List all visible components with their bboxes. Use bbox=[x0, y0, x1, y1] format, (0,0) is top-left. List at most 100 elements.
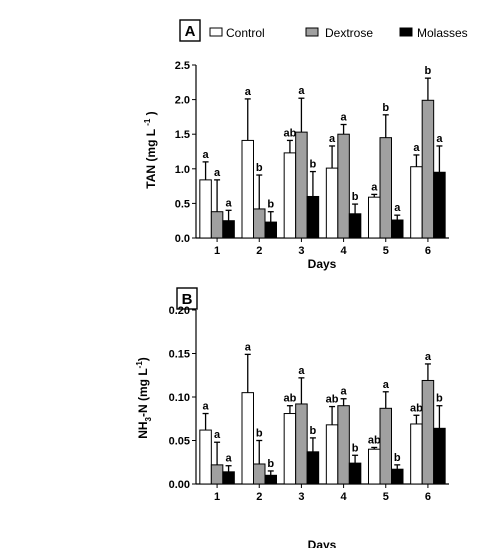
panel-a-y-axis-title: TAN (mg L -1 ) bbox=[139, 111, 158, 188]
panel-a-x-tick-label: 1 bbox=[214, 245, 220, 257]
panel-a-significance-letter: a bbox=[436, 133, 443, 145]
panel-b-bar-molasses bbox=[306, 451, 320, 485]
panel-b-letter: B bbox=[182, 291, 193, 308]
panel-b-significance-letter: b bbox=[310, 425, 317, 437]
panel-b-bar-molasses bbox=[264, 474, 277, 485]
panel-b-significance-letter: a bbox=[203, 401, 210, 413]
panel-a-significance-letter: a bbox=[394, 202, 401, 214]
panel-b-bar-molasses bbox=[391, 468, 404, 485]
panel-a-significance-letter: a bbox=[341, 112, 348, 124]
panel-b-y-tick-label: 0.00 bbox=[169, 479, 190, 491]
legend-swatch-molasses bbox=[399, 27, 413, 37]
panel-b-x-tick-label: 2 bbox=[256, 491, 262, 503]
panel-a-bar-control bbox=[368, 196, 381, 239]
panel-b-bar-dextrose bbox=[210, 464, 224, 485]
panel-b-significance-letter: ab bbox=[368, 434, 381, 446]
panel-a-y-tick-label: 2.5 bbox=[175, 60, 190, 72]
panel-b-bar-control bbox=[283, 413, 297, 485]
panel-a-significance-letter: a bbox=[226, 197, 233, 209]
panel-a-bar-molasses bbox=[433, 171, 446, 239]
panel-a-bar-molasses bbox=[348, 213, 362, 239]
panel-b-x-tick-label: 1 bbox=[214, 491, 220, 503]
panel-b-bar-dextrose bbox=[253, 463, 266, 485]
panel-b-x-tick-label: 6 bbox=[425, 491, 431, 503]
panel-a-significance-letter: a bbox=[245, 86, 252, 98]
panel-a-significance-letter: a bbox=[203, 149, 210, 161]
panel-b-label: B bbox=[176, 287, 198, 310]
panel-b-x-tick-label: 5 bbox=[383, 491, 389, 503]
panel-a-bar-dextrose bbox=[295, 131, 308, 239]
legend-swatch-control bbox=[209, 27, 223, 37]
panel-a-significance-letter: a bbox=[214, 167, 221, 179]
panel-b-x-tick-label: 3 bbox=[298, 491, 304, 503]
panel-b-x-axis-title: Days bbox=[308, 538, 337, 548]
legend-label-dextrose: Dextrose bbox=[325, 26, 373, 40]
panel-a-significance-letter: a bbox=[329, 133, 336, 145]
panel-b-significance-letter: ab bbox=[283, 393, 296, 405]
panel-b-x-tick-label: 4 bbox=[341, 491, 348, 503]
panel-b-significance-letter: b bbox=[352, 442, 359, 454]
panel-a-bar-dextrose bbox=[253, 208, 266, 239]
panel-b-significance-letter: a bbox=[383, 379, 390, 391]
panel-b-y-tick-label: 0.20 bbox=[169, 305, 190, 317]
panel-a-bar-control bbox=[410, 166, 423, 239]
panel-b-bar-dextrose bbox=[295, 403, 308, 485]
panel-a-bar-control bbox=[283, 152, 297, 239]
panel-b-significance-letter: a bbox=[245, 341, 252, 353]
panel-b-significance-letter: b bbox=[394, 452, 401, 464]
panel-b-bar-dextrose bbox=[379, 407, 392, 485]
panel-b-bar-control bbox=[241, 392, 254, 485]
legend-swatch-dextrose bbox=[305, 27, 319, 37]
panel-b-significance-letter: a bbox=[425, 351, 432, 363]
panel-a-bar-dextrose bbox=[210, 211, 224, 239]
panel-a-bar-molasses bbox=[222, 220, 235, 239]
panel-a-x-tick-label: 2 bbox=[256, 245, 262, 257]
panel-a-plot: 0.00.51.01.52.02.51aaa2abb3abab4aab5aba6… bbox=[175, 60, 449, 257]
panel-a-x-axis-title: Days bbox=[308, 257, 337, 271]
panel-b-significance-letter: b bbox=[256, 428, 263, 440]
panel-a-significance-letter: b bbox=[267, 199, 274, 211]
panel-a-bar-molasses bbox=[264, 221, 277, 239]
panel-b-bar-molasses bbox=[222, 471, 235, 485]
panel-a-y-tick-label: 1.5 bbox=[175, 129, 190, 141]
panel-b-bar-molasses bbox=[433, 427, 446, 485]
panel-b-bar-control bbox=[410, 423, 423, 485]
panel-b-significance-letter: ab bbox=[326, 394, 339, 406]
panel-b-significance-letter: b bbox=[436, 393, 443, 405]
panel-b-bar-molasses bbox=[348, 462, 362, 485]
legend: Control Dextrose Molasses bbox=[209, 26, 468, 40]
panel-a-bar-molasses bbox=[306, 195, 320, 239]
panel-b-y-axis-title: NH3-N (mg L-1) bbox=[135, 357, 153, 439]
panel-b-bar-control bbox=[325, 424, 339, 485]
panel-a-significance-letter: a bbox=[371, 181, 378, 193]
panel-b-significance-letter: a bbox=[341, 386, 348, 398]
panel-a-bar-molasses bbox=[391, 219, 404, 239]
panel-b-bar-dextrose bbox=[337, 405, 350, 485]
panel-b-y-tick-label: 0.15 bbox=[169, 349, 190, 361]
panel-a-significance-letter: ab bbox=[283, 127, 296, 139]
panel-a-bar-control bbox=[241, 139, 254, 239]
panel-a-bar-dextrose bbox=[421, 99, 435, 239]
panel-a-bar-dextrose bbox=[337, 133, 350, 239]
panel-a-significance-letter: b bbox=[352, 191, 359, 203]
panel-a-y-tick-label: 2.0 bbox=[175, 95, 190, 107]
panel-a-significance-letter: a bbox=[413, 142, 420, 154]
panel-b-bar-dextrose bbox=[421, 379, 435, 485]
panel-a-y-tick-label: 0.5 bbox=[175, 198, 190, 210]
panel-a-significance-letter: b bbox=[256, 162, 263, 174]
panel-a-y-tick-label: 1.0 bbox=[175, 164, 190, 176]
panel-a-significance-letter: b bbox=[425, 65, 432, 77]
legend-label-control: Control bbox=[226, 26, 265, 40]
panel-b-y-tick-label: 0.05 bbox=[169, 436, 190, 448]
panel-a-bar-control bbox=[199, 179, 212, 239]
panel-a-bar-dextrose bbox=[379, 137, 392, 239]
legend-label-molasses: Molasses bbox=[417, 26, 468, 40]
panel-a-significance-letter: b bbox=[310, 159, 317, 171]
panel-b-plot: 0.000.050.100.150.201aaa2abb3abab4abab5a… bbox=[169, 305, 449, 503]
panel-a-letter: A bbox=[185, 23, 196, 40]
panel-a-x-tick-label: 3 bbox=[298, 245, 304, 257]
panel-a-significance-letter: b bbox=[382, 102, 389, 114]
panel-a-y-tick-label: 0.0 bbox=[175, 233, 190, 245]
panel-b-significance-letter: b bbox=[267, 458, 274, 470]
panel-b-significance-letter: a bbox=[298, 365, 305, 377]
